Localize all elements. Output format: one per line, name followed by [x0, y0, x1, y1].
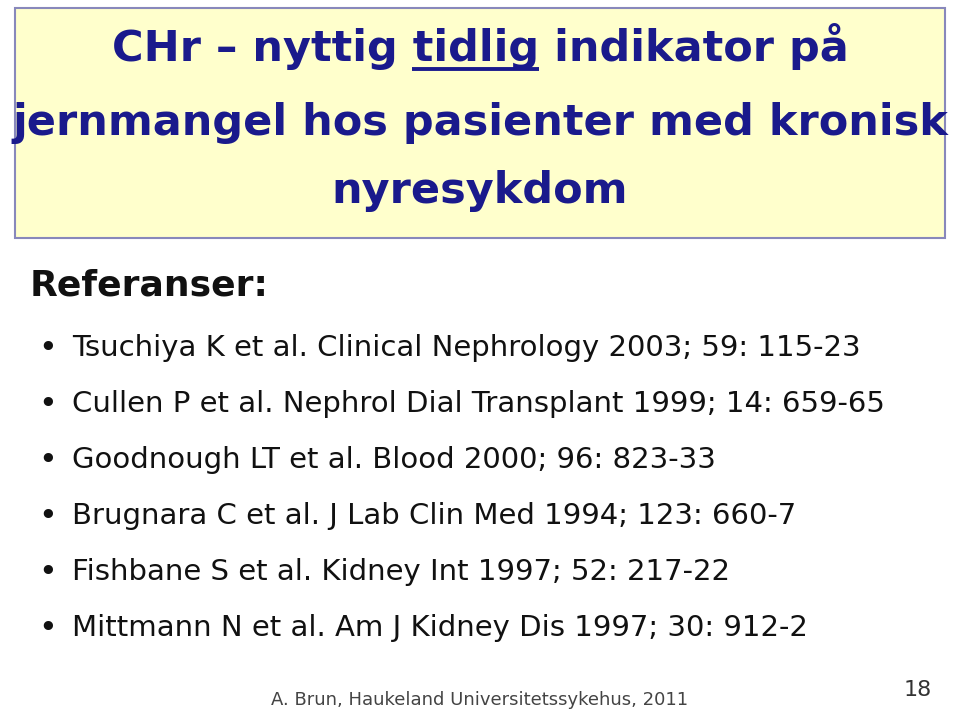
Text: •: •: [38, 612, 58, 644]
Text: 18: 18: [903, 680, 932, 700]
Text: •: •: [38, 556, 58, 587]
Text: Fishbane S et al. Kidney Int 1997; 52: 217-22: Fishbane S et al. Kidney Int 1997; 52: 2…: [72, 558, 730, 586]
Text: jernmangel hos pasienter med kronisk: jernmangel hos pasienter med kronisk: [12, 102, 948, 144]
Text: Mittmann N et al. Am J Kidney Dis 1997; 30: 912-2: Mittmann N et al. Am J Kidney Dis 1997; …: [72, 614, 808, 642]
FancyBboxPatch shape: [15, 8, 945, 238]
Text: A. Brun, Haukeland Universitetssykehus, 2011: A. Brun, Haukeland Universitetssykehus, …: [272, 691, 688, 709]
Text: Tsuchiya K et al. Clinical Nephrology 2003; 59: 115-23: Tsuchiya K et al. Clinical Nephrology 20…: [72, 334, 860, 362]
Text: •: •: [38, 501, 58, 531]
Text: •: •: [38, 389, 58, 419]
Text: CHr – nyttig tidlig indikator på: CHr – nyttig tidlig indikator på: [111, 23, 849, 71]
Text: •: •: [38, 445, 58, 475]
Text: nyresykdom: nyresykdom: [332, 170, 628, 212]
Text: Goodnough LT et al. Blood 2000; 96: 823-33: Goodnough LT et al. Blood 2000; 96: 823-…: [72, 446, 716, 474]
Text: Brugnara C et al. J Lab Clin Med 1994; 123: 660-7: Brugnara C et al. J Lab Clin Med 1994; 1…: [72, 502, 796, 530]
Text: Cullen P et al. Nephrol Dial Transplant 1999; 14: 659-65: Cullen P et al. Nephrol Dial Transplant …: [72, 390, 885, 418]
Text: Referanser:: Referanser:: [30, 268, 269, 302]
Text: •: •: [38, 333, 58, 363]
